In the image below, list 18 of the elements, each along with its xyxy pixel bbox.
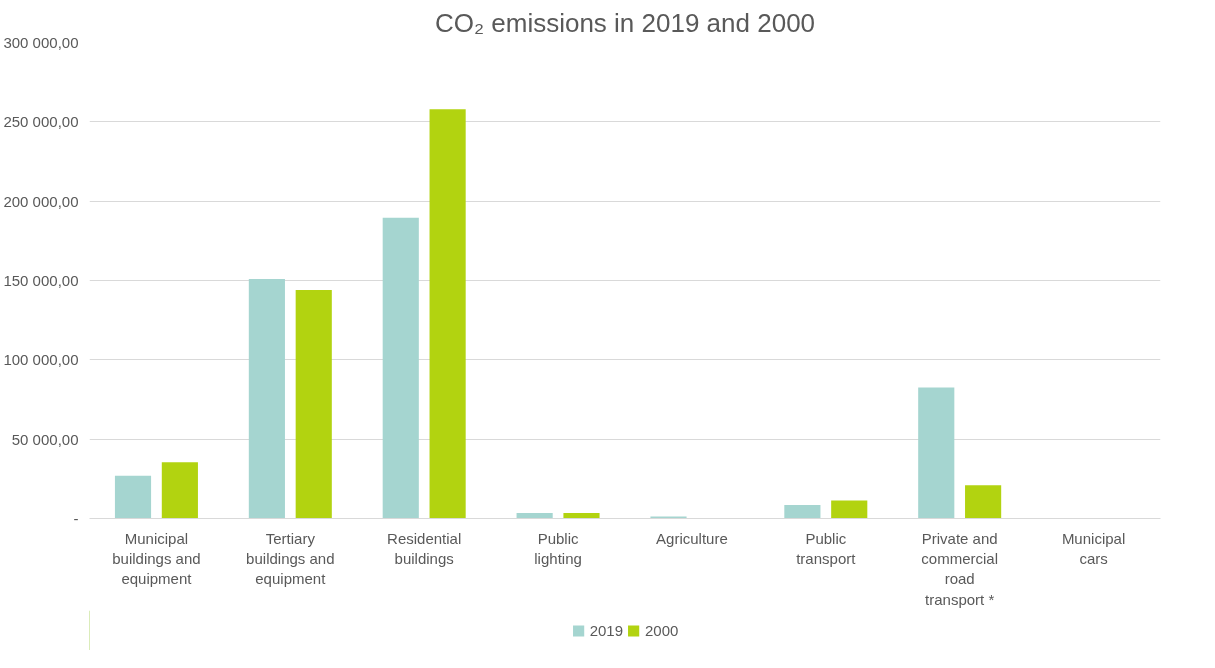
x-tick-label: Residential buildings (387, 529, 462, 567)
x-tick-label: Agriculture (656, 529, 728, 547)
x-tick-label: Municipal buildings and equipment (112, 529, 201, 588)
y-tick-label: 100 000,00 (3, 351, 79, 369)
y-tick-label: 200 000,00 (3, 192, 79, 210)
chart-title: CO₂ emissions in 2019 and 2000 (434, 7, 816, 38)
x-tick-label: Private and commercial road transport * (921, 529, 999, 608)
x-tick-label: Public lighting (534, 529, 582, 567)
y-tick-label: 50 000,00 (11, 430, 79, 448)
y-tick-label: - (73, 510, 79, 527)
x-tick-label: Municipal cars (1061, 529, 1126, 567)
legend-label: 2000 (645, 621, 679, 639)
x-tick-label: Tertiary buildings and equipment (246, 529, 335, 588)
legend-label: 2019 (589, 621, 623, 639)
y-tick-label: 300 000,00 (3, 34, 79, 51)
y-tick-label: 150 000,00 (3, 272, 79, 289)
x-tick-label: Public transport (796, 529, 857, 567)
y-tick-label: 250 000,00 (3, 113, 79, 131)
